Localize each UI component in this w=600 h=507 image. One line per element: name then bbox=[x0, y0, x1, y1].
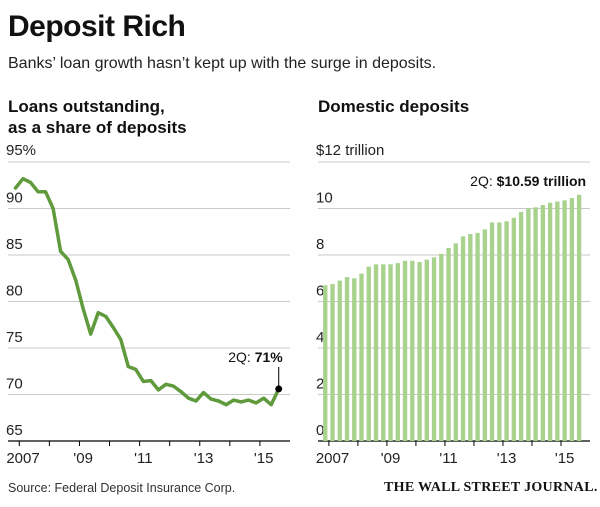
chart-subtitle: Banks’ loan growth hasn’t kept up with t… bbox=[8, 55, 437, 72]
deposits-y-tick-label: 6 bbox=[316, 283, 324, 300]
deposits-bar bbox=[468, 234, 473, 441]
deposits-bar bbox=[482, 229, 487, 441]
loans-y-tick-label: 70 bbox=[6, 376, 23, 393]
deposits-bar bbox=[540, 205, 546, 441]
loans-x-tick-label: 2007 bbox=[6, 450, 39, 467]
deposits-bar bbox=[373, 264, 379, 441]
deposits-bar bbox=[547, 202, 553, 441]
deposits-bar bbox=[366, 266, 371, 442]
loans-y-tick-label: 65 bbox=[6, 422, 23, 439]
deposits-y-tick-label: $12 trillion bbox=[316, 142, 384, 159]
deposits-y-tick-label: 2 bbox=[316, 376, 324, 393]
deposits-bar bbox=[569, 198, 575, 441]
loans-annotation-value: 71% bbox=[255, 349, 284, 365]
left-panel-title: Loans outstanding, as a share of deposit… bbox=[8, 96, 187, 138]
deposits-bar bbox=[446, 248, 451, 441]
deposits-bar bbox=[410, 260, 415, 441]
deposits-bar bbox=[337, 280, 342, 441]
deposits-bar bbox=[576, 194, 582, 441]
deposits-bar bbox=[489, 222, 495, 441]
left-panel-title-line-2: as a share of deposits bbox=[8, 118, 187, 137]
source-note: Source: Federal Deposit Insurance Corp. bbox=[8, 481, 236, 495]
deposits-bar bbox=[381, 264, 386, 441]
domestic-deposits-chart: 0 2 4 6 8 10 $12 trillion 2007 '09 '11 '13 '15 2Q: $… bbox=[316, 142, 590, 467]
deposits-bar bbox=[526, 208, 531, 441]
deposits-bar bbox=[388, 264, 393, 441]
deposits-y-tick-label: 0 bbox=[316, 422, 324, 439]
deposits-bar bbox=[402, 260, 408, 441]
deposits-bar bbox=[431, 257, 437, 441]
deposits-bar bbox=[330, 284, 335, 441]
loans-y-tick-label: 95% bbox=[6, 142, 36, 159]
chart-title: Deposit Rich bbox=[8, 10, 186, 43]
deposits-x-tick-label: '15 bbox=[555, 450, 575, 467]
deposits-bar bbox=[504, 221, 509, 441]
deposits-bar bbox=[497, 222, 502, 441]
loans-share-chart: 65 70 75 80 85 90 95% 2007 '09 '11 '13 '15 2Q: 71% bbox=[6, 142, 290, 467]
right-panel-title: Domestic deposits bbox=[318, 97, 470, 116]
deposits-y-tick-label: 4 bbox=[316, 329, 324, 346]
deposits-bar bbox=[344, 277, 350, 441]
deposits-annotation-value: $10.59 trillion bbox=[497, 173, 586, 189]
deposits-annotation: 2Q: $10.59 trillion bbox=[470, 173, 586, 189]
loans-x-tick-label: '13 bbox=[194, 450, 214, 467]
loans-y-tick-label: 75 bbox=[6, 329, 23, 346]
deposits-bar bbox=[395, 263, 400, 441]
left-panel-title-line-1: Loans outstanding, bbox=[8, 97, 165, 116]
deposits-bar bbox=[562, 200, 567, 441]
deposits-bar bbox=[352, 278, 357, 441]
loans-series-line bbox=[13, 176, 281, 407]
deposits-bar bbox=[511, 217, 517, 441]
deposits-x-tick-label: '09 bbox=[381, 450, 401, 467]
deposits-x-tick-label: '11 bbox=[439, 450, 457, 467]
deposits-bar bbox=[424, 259, 429, 441]
loans-y-tick-label: 85 bbox=[6, 236, 23, 253]
deposits-bar bbox=[359, 273, 364, 441]
deposits-bar bbox=[417, 261, 422, 441]
deposits-y-tick-label: 8 bbox=[316, 236, 324, 253]
deposits-bar bbox=[533, 207, 538, 441]
deposits-bar bbox=[439, 253, 444, 441]
deposits-x-tick-label: '13 bbox=[497, 450, 517, 467]
loans-annotation: 2Q: 71% bbox=[228, 349, 283, 365]
publisher-logo: THE WALL STREET JOURNAL. bbox=[384, 480, 598, 495]
deposits-x-tick-label: 2007 bbox=[316, 450, 349, 467]
loans-annotation-label: 2Q: bbox=[228, 349, 254, 365]
loans-last-point bbox=[275, 385, 283, 393]
deposits-y-tick-label: 10 bbox=[316, 190, 333, 207]
deposits-bar bbox=[453, 243, 458, 442]
deposits-annotation-label: 2Q: bbox=[470, 173, 496, 189]
deposits-bar bbox=[555, 201, 560, 441]
loans-x-tick-label: '11 bbox=[134, 450, 152, 467]
loans-x-tick-label: '09 bbox=[73, 450, 93, 467]
deposits-bar bbox=[518, 211, 524, 441]
loans-x-tick-label: '15 bbox=[254, 450, 274, 467]
loans-y-tick-label: 80 bbox=[6, 283, 23, 300]
deposits-bar bbox=[460, 236, 466, 441]
deposits-bar bbox=[323, 285, 328, 441]
loans-y-tick-label: 90 bbox=[6, 190, 23, 207]
deposits-bar bbox=[475, 232, 480, 441]
